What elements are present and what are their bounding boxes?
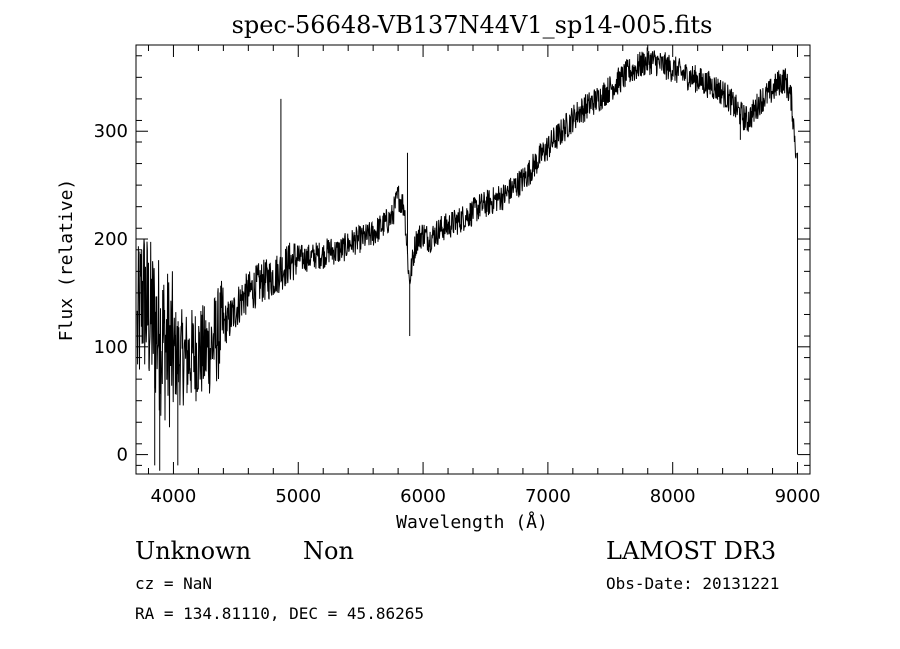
x-tick-label: 5000	[275, 486, 321, 507]
y-tick-label: 300	[94, 121, 128, 142]
survey-label: LAMOST DR3	[606, 537, 776, 565]
spectral-features	[154, 98, 799, 471]
x-tick-label: 7000	[525, 486, 571, 507]
chart-title: spec-56648-VB137N44V1_sp14-005.fits	[232, 11, 713, 39]
x-axis-label: Wavelength (Å)	[396, 511, 548, 533]
coordinates-label: RA = 134.81110, DEC = 45.86265	[135, 604, 424, 623]
y-tick-label: 200	[94, 229, 128, 250]
x-tick-label: 9000	[775, 486, 821, 507]
object-subclass-label: Non	[303, 537, 354, 565]
cz-label: cz = NaN	[135, 574, 212, 593]
x-tick-label: 6000	[400, 486, 446, 507]
tick-labels: 4000 5000 6000 7000 8000 9000 0 100 200 300	[94, 121, 821, 507]
object-class-label: Unknown	[135, 537, 251, 565]
plot-frame	[135, 44, 811, 475]
obs-date-label: Obs-Date: 20131221	[606, 574, 779, 593]
x-tick-label: 4000	[151, 486, 197, 507]
y-tick-label: 100	[94, 337, 128, 358]
axis-ticks	[136, 45, 810, 474]
flux-series-line	[136, 47, 797, 428]
x-tick-label: 8000	[650, 486, 696, 507]
y-tick-label: 0	[117, 445, 128, 466]
y-axis-label: Flux (relative)	[56, 179, 77, 342]
